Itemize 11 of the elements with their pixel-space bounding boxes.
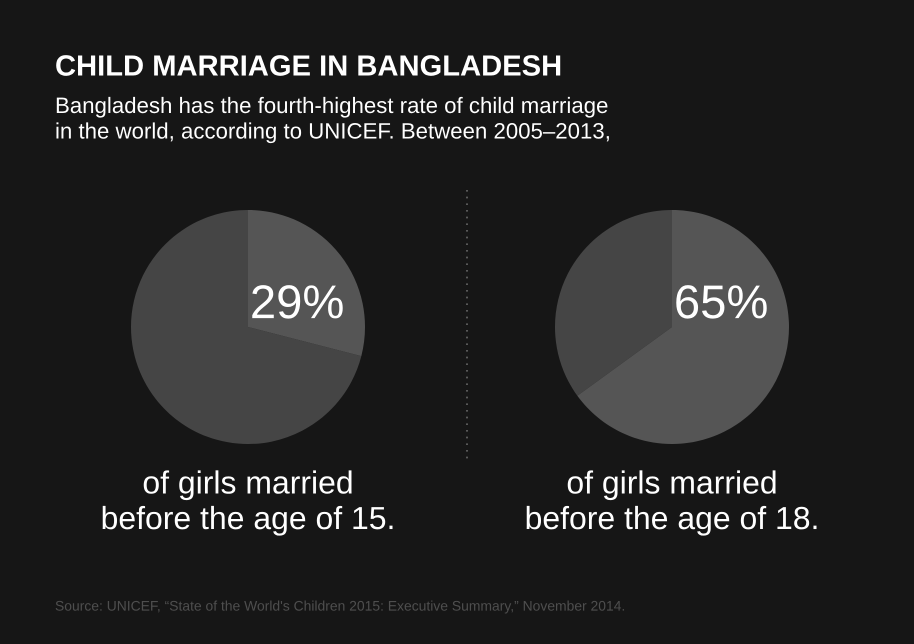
pie-slice [131, 210, 362, 444]
pie-slice [248, 210, 365, 356]
text: of girls married before the age of 18. [526, 470, 817, 536]
chart-subtitle: Bangladesh has the fourth-highest rate of child marriage in the world, according to UNICEF. Between 2005–2013, [56, 96, 609, 144]
source-note: Source: UNICEF, “State of the World's Children 2015: Executive Summary,” November 2014. [56, 600, 624, 614]
data-label: 29% [252, 285, 343, 319]
pie-slice [577, 210, 789, 444]
data-label: 65% [676, 285, 767, 319]
text: of girls married before the age of 15. [102, 470, 393, 536]
pie-slice [555, 210, 672, 396]
chart-title: CHILD MARRIAGE IN BANGLADESH [56, 55, 560, 76]
